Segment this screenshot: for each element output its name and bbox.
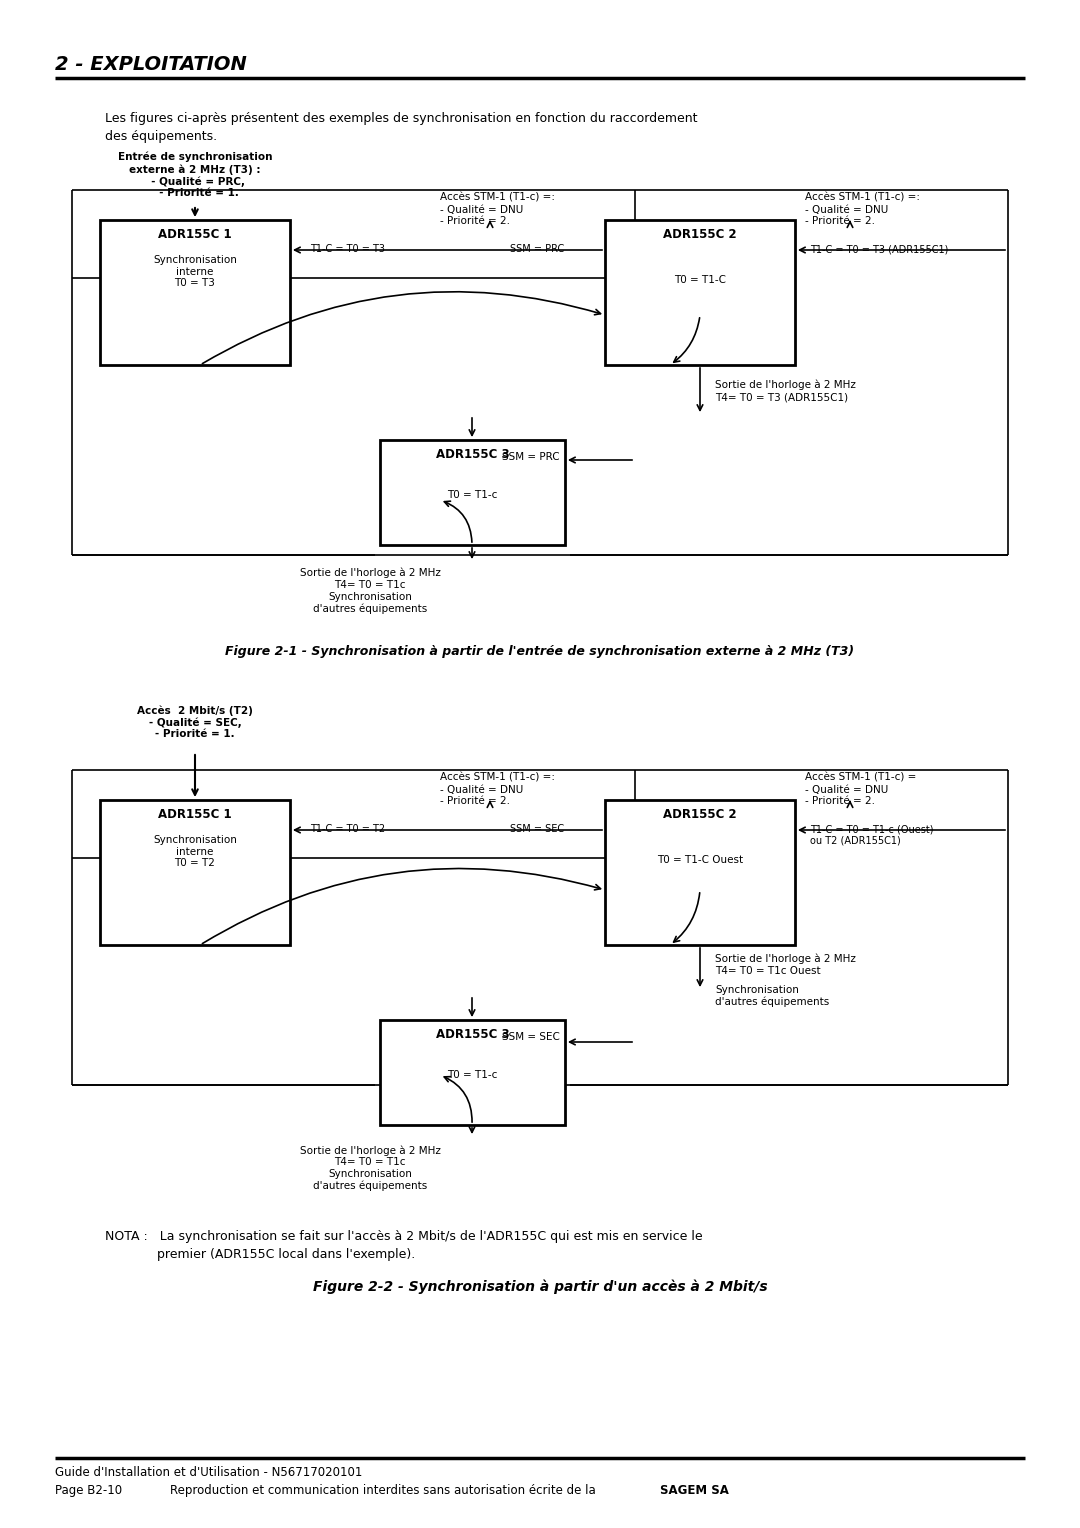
- Text: ADR155C 2: ADR155C 2: [663, 808, 737, 821]
- Text: ADR155C 3: ADR155C 3: [435, 1028, 510, 1041]
- Text: ADR155C 3: ADR155C 3: [435, 448, 510, 461]
- Bar: [380, 440, 565, 545]
- Text: T1-C = T0 = T3: T1-C = T0 = T3: [310, 244, 384, 254]
- Text: Accès STM-1 (T1-c) =:
- Qualité = DNU
- Priorité = 2.: Accès STM-1 (T1-c) =: - Qualité = DNU - …: [805, 193, 920, 226]
- Text: premier (ADR155C local dans l'exemple).: premier (ADR155C local dans l'exemple).: [105, 1248, 415, 1261]
- Text: Figure 2-1 - Synchronisation à partir de l'entrée de synchronisation externe à 2: Figure 2-1 - Synchronisation à partir de…: [226, 645, 854, 659]
- Text: SAGEM SA: SAGEM SA: [660, 1484, 729, 1497]
- Bar: [100, 801, 291, 944]
- Text: Guide d'Installation et d'Utilisation - N56717020101: Guide d'Installation et d'Utilisation - …: [55, 1465, 363, 1479]
- Text: Sortie de l'horloge à 2 MHz
T4= T0 = T1c Ouest: Sortie de l'horloge à 2 MHz T4= T0 = T1c…: [715, 953, 855, 976]
- Text: 2 - EXPLOITATION: 2 - EXPLOITATION: [55, 55, 247, 73]
- Text: ADR155C 2: ADR155C 2: [663, 228, 737, 241]
- Text: T0 = T1-c: T0 = T1-c: [447, 490, 498, 500]
- Text: Reproduction et communication interdites sans autorisation écrite de la: Reproduction et communication interdites…: [170, 1484, 599, 1497]
- Text: Synchronisation
interne
T0 = T2: Synchronisation interne T0 = T2: [153, 834, 237, 868]
- Text: Accès  2 Mbit/s (T2)
- Qualité = SEC,
- Priorité = 1.: Accès 2 Mbit/s (T2) - Qualité = SEC, - P…: [137, 704, 253, 740]
- Text: T1-C = T0 = T2: T1-C = T0 = T2: [310, 824, 386, 834]
- Text: NOTA :   La synchronisation se fait sur l'accès à 2 Mbit/s de l'ADR155C qui est : NOTA : La synchronisation se fait sur l'…: [105, 1230, 703, 1242]
- Text: T0 = T1-C Ouest: T0 = T1-C Ouest: [657, 856, 743, 865]
- Text: ADR155C 1: ADR155C 1: [158, 228, 232, 241]
- Text: des équipements.: des équipements.: [105, 130, 217, 144]
- Text: T0 = T1-c: T0 = T1-c: [447, 1070, 498, 1080]
- Text: Sortie de l'horloge à 2 MHz
T4= T0 = T3 (ADR155C1): Sortie de l'horloge à 2 MHz T4= T0 = T3 …: [715, 380, 855, 402]
- Text: Accès STM-1 (T1-c) =:
- Qualité = DNU
- Priorité = 2.: Accès STM-1 (T1-c) =: - Qualité = DNU - …: [440, 193, 555, 226]
- Text: Figure 2-2 - Synchronisation à partir d'un accès à 2 Mbit/s: Figure 2-2 - Synchronisation à partir d'…: [313, 1280, 767, 1294]
- Text: T1-C = T0 = T3 (ADR155C1): T1-C = T0 = T3 (ADR155C1): [810, 244, 948, 254]
- Text: Entrée de synchronisation
externe à 2 MHz (T3) :
  - Qualité = PRC,
  - Priorité: Entrée de synchronisation externe à 2 MH…: [118, 151, 272, 199]
- Text: SSM = SEC: SSM = SEC: [510, 824, 564, 834]
- Text: Sortie de l'horloge à 2 MHz
T4= T0 = T1c
Synchronisation
d'autres équipements: Sortie de l'horloge à 2 MHz T4= T0 = T1c…: [299, 1144, 441, 1190]
- Bar: [100, 220, 291, 365]
- Text: SSM = PRC: SSM = PRC: [502, 452, 559, 461]
- Text: Accès STM-1 (T1-c) =:
- Qualité = DNU
- Priorité = 2.: Accès STM-1 (T1-c) =: - Qualité = DNU - …: [440, 773, 555, 807]
- Text: T1-C = T0 = T1-c (Ouest)
ou T2 (ADR155C1): T1-C = T0 = T1-c (Ouest) ou T2 (ADR155C1…: [810, 824, 933, 845]
- Text: Page B2-10: Page B2-10: [55, 1484, 122, 1497]
- Text: Les figures ci-après présentent des exemples de synchronisation en fonction du r: Les figures ci-après présentent des exem…: [105, 112, 698, 125]
- Text: SSM = PRC: SSM = PRC: [510, 244, 564, 254]
- Text: T0 = T1-C: T0 = T1-C: [674, 275, 726, 286]
- Text: Synchronisation
interne
T0 = T3: Synchronisation interne T0 = T3: [153, 255, 237, 289]
- Text: ADR155C 1: ADR155C 1: [158, 808, 232, 821]
- Bar: [605, 220, 795, 365]
- Text: Synchronisation
d'autres équipements: Synchronisation d'autres équipements: [715, 986, 829, 1007]
- Bar: [380, 1021, 565, 1125]
- Bar: [605, 801, 795, 944]
- Text: SSM = SEC: SSM = SEC: [502, 1031, 559, 1042]
- Text: Sortie de l'horloge à 2 MHz
T4= T0 = T1c
Synchronisation
d'autres équipements: Sortie de l'horloge à 2 MHz T4= T0 = T1c…: [299, 568, 441, 614]
- Text: Accès STM-1 (T1-c) =
- Qualité = DNU
- Priorité = 2.: Accès STM-1 (T1-c) = - Qualité = DNU - P…: [805, 773, 916, 807]
